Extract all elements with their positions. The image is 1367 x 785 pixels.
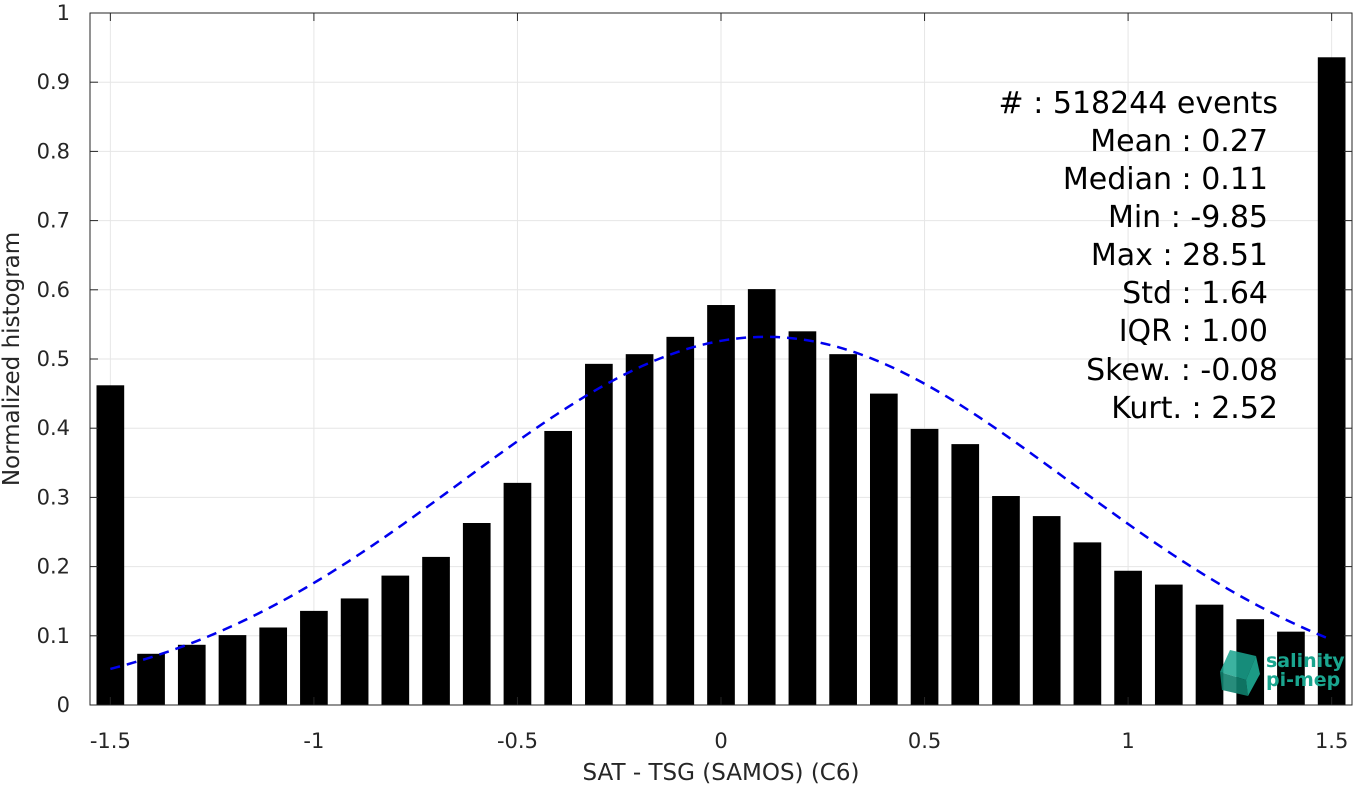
histogram-bar [1154, 584, 1183, 705]
salinity-pimep-logo: salinity pi-mep [1220, 650, 1345, 696]
stat-median: Median : 0.11 [1063, 162, 1268, 197]
histogram-bar [96, 385, 125, 705]
histogram-bar [707, 305, 735, 705]
histogram-bar [1317, 57, 1346, 705]
logo-line1: salinity [1266, 650, 1345, 672]
stat-max: Max : 28.51 [1091, 238, 1268, 273]
histogram-bar [1195, 604, 1224, 705]
histogram-bar [462, 523, 491, 705]
y-tick-label: 0.9 [37, 70, 70, 94]
y-tick-label: 0.3 [37, 485, 70, 509]
x-tick-label: 0.5 [908, 729, 941, 753]
histogram-bar [340, 598, 369, 705]
histogram-bar [788, 331, 817, 705]
stat-min: Min : -9.85 [1108, 200, 1268, 235]
bars [96, 57, 1346, 705]
y-tick-label: 1 [57, 1, 70, 25]
x-tick-label: -0.5 [497, 729, 538, 753]
histogram-bar [869, 393, 898, 705]
histogram-bar [666, 336, 695, 705]
statistics-box: # : 518244 events Mean : 0.27 Median : 0… [999, 86, 1278, 426]
histogram-bar [625, 354, 654, 705]
histogram-bar [137, 653, 165, 705]
histogram-bar [177, 644, 206, 705]
stat-iqr: IQR : 1.00 [1119, 314, 1268, 349]
histogram-bar [1277, 631, 1305, 705]
y-tick-label: 0.4 [37, 416, 70, 440]
y-axis-ticks: 0 0.1 0.2 0.3 0.4 0.5 0.6 0.7 0.8 0.9 1 [37, 1, 1352, 717]
x-tick-label: 1 [1121, 729, 1134, 753]
y-tick-label: 0.8 [37, 139, 70, 163]
y-tick-label: 0.6 [37, 278, 70, 302]
histogram-bar [747, 289, 776, 705]
histogram-bar [503, 482, 532, 705]
histogram-bar [300, 610, 328, 705]
stat-events: # : 518244 events [999, 86, 1278, 121]
histogram-bar [585, 363, 613, 705]
x-axis-title: SAT - TSG (SAMOS) (C6) [583, 760, 860, 785]
y-axis-title: Normalized histogram [0, 232, 25, 486]
histogram-bar [1032, 516, 1061, 705]
y-tick-label: 0.5 [37, 347, 70, 371]
histogram-bar [829, 354, 857, 705]
x-tick-label: 0 [714, 729, 727, 753]
histogram-bar [544, 430, 573, 705]
histogram-bar [992, 496, 1020, 705]
fit-curve [110, 335, 1333, 671]
histogram-bar [910, 428, 939, 705]
histogram-bar [381, 575, 410, 705]
y-tick-label: 0.2 [37, 555, 70, 579]
histogram-bar [1114, 570, 1142, 705]
histogram-bar [951, 444, 980, 705]
y-tick-label: 0 [57, 693, 70, 717]
x-tick-label: 1.5 [1315, 729, 1348, 753]
logo-line2: pi-mep [1266, 669, 1340, 691]
x-tick-label: -1 [303, 729, 324, 753]
y-tick-label: 0.7 [37, 209, 70, 233]
y-tick-label: 0.1 [37, 624, 70, 648]
stat-kurt: Kurt. : 2.52 [1111, 391, 1278, 426]
stat-mean: Mean : 0.27 [1090, 124, 1268, 159]
stat-skew: Skew. : -0.08 [1086, 353, 1278, 388]
histogram-bar [259, 627, 288, 705]
x-tick-label: -1.5 [90, 729, 131, 753]
histogram-bar [218, 635, 247, 705]
histogram-bar [422, 556, 450, 705]
cube-icon [1220, 650, 1260, 696]
x-axis-ticks: -1.5 -1 -0.5 0 0.5 1 1.5 [90, 13, 1348, 753]
stat-std: Std : 1.64 [1122, 276, 1268, 311]
histogram-bar [1073, 542, 1102, 705]
